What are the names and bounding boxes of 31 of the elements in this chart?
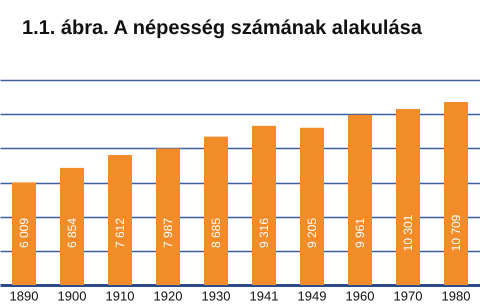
bar (348, 114, 372, 285)
data-label: 7 612 (113, 218, 127, 248)
bar (204, 136, 228, 285)
x-tick-label: 1941 (250, 288, 278, 304)
data-label: 6 009 (17, 218, 31, 248)
bar (60, 168, 84, 285)
bar (12, 182, 36, 285)
chart-title: 1.1. ábra. A népesség számának alakulása (22, 17, 423, 39)
data-label: 9 316 (257, 218, 271, 248)
x-tick-label: 1920 (154, 288, 182, 304)
data-label: 10 301 (401, 214, 415, 252)
bar (444, 102, 468, 285)
x-tick-label: 1960 (346, 288, 374, 304)
bar (396, 109, 420, 285)
bar (300, 128, 324, 285)
data-label: 9 961 (353, 218, 367, 248)
x-tick-label: 1980 (442, 288, 470, 304)
bar (252, 126, 276, 285)
x-tick-label: 1910 (106, 288, 134, 304)
x-tick-label: 1970 (394, 288, 422, 304)
x-tick-label: 1890 (10, 288, 38, 304)
x-tick-label: 1900 (58, 288, 86, 304)
data-label: 10 709 (449, 214, 463, 252)
data-label: 6 854 (65, 218, 79, 248)
bar (108, 154, 132, 285)
data-label: 8 685 (209, 218, 223, 248)
x-tick-label: 1949 (298, 288, 326, 304)
data-label: 7 987 (161, 218, 175, 248)
x-tick-label: 1930 (202, 288, 230, 304)
data-label: 9 205 (305, 218, 319, 248)
bar (156, 148, 180, 285)
